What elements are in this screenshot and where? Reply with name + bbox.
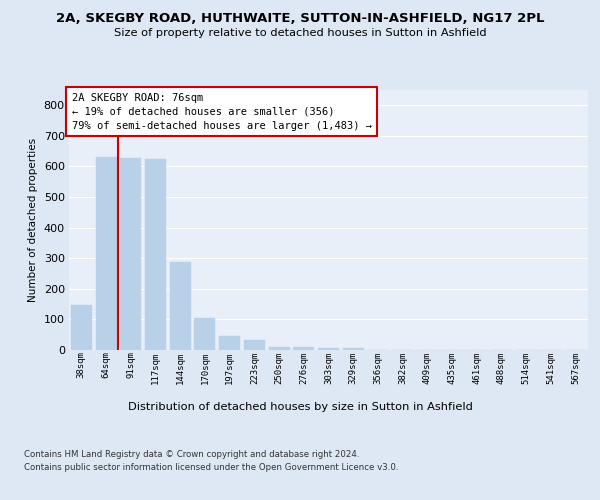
Bar xyxy=(244,340,265,350)
Y-axis label: Number of detached properties: Number of detached properties xyxy=(28,138,38,302)
Bar xyxy=(318,348,339,350)
Bar xyxy=(293,346,314,350)
Bar xyxy=(194,318,215,350)
Bar xyxy=(145,159,166,350)
Text: Size of property relative to detached houses in Sutton in Ashfield: Size of property relative to detached ho… xyxy=(113,28,487,38)
Bar xyxy=(71,304,92,350)
Bar xyxy=(120,158,141,350)
Text: Contains HM Land Registry data © Crown copyright and database right 2024.: Contains HM Land Registry data © Crown c… xyxy=(24,450,359,459)
Text: Distribution of detached houses by size in Sutton in Ashfield: Distribution of detached houses by size … xyxy=(128,402,472,412)
Bar xyxy=(95,158,116,350)
Bar xyxy=(343,348,364,350)
Bar xyxy=(219,336,240,350)
Bar xyxy=(170,262,191,350)
Bar xyxy=(269,346,290,350)
Text: 2A SKEGBY ROAD: 76sqm
← 19% of detached houses are smaller (356)
79% of semi-det: 2A SKEGBY ROAD: 76sqm ← 19% of detached … xyxy=(71,92,371,130)
Text: Contains public sector information licensed under the Open Government Licence v3: Contains public sector information licen… xyxy=(24,462,398,471)
Text: 2A, SKEGBY ROAD, HUTHWAITE, SUTTON-IN-ASHFIELD, NG17 2PL: 2A, SKEGBY ROAD, HUTHWAITE, SUTTON-IN-AS… xyxy=(56,12,544,26)
